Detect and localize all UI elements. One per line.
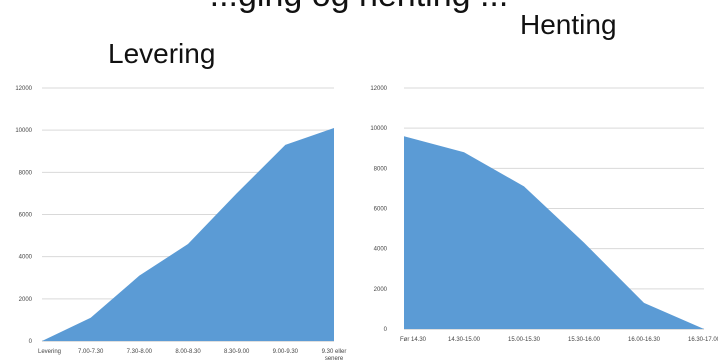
x-tick-label: 8.00-8.30 [175, 349, 201, 355]
y-tick-label: 6000 [19, 213, 33, 219]
area-series-0 [42, 128, 334, 341]
y-tick-label: 0 [29, 339, 33, 345]
chart-title-levering: Levering [108, 38, 216, 69]
y-tick-label: 2000 [374, 287, 388, 293]
y-tick-label: 12000 [15, 86, 32, 92]
x-tick-label: senere [325, 356, 344, 362]
x-tick-label: 9.00-9.30 [273, 349, 299, 355]
x-tick-label: 7.00-7.30 [78, 349, 104, 355]
x-tick-label: 8.30-9.00 [224, 349, 250, 355]
y-tick-label: 10000 [370, 126, 387, 132]
x-tick-label: 15.00-15.30 [508, 337, 541, 343]
x-tick-label: 16.00-16.30 [628, 337, 661, 343]
x-tick-label: 15.30-16.00 [568, 337, 601, 343]
y-tick-label: 2000 [19, 297, 33, 303]
y-tick-label: 12000 [370, 86, 387, 92]
y-tick-label: 6000 [374, 207, 388, 213]
y-tick-label: 4000 [374, 247, 388, 253]
x-tick-label: Før 14.30 [400, 337, 427, 343]
x-tick-label: 14.30-15.00 [448, 337, 481, 343]
y-tick-label: 8000 [374, 166, 388, 172]
chart-title-henting: Henting [520, 9, 617, 40]
y-tick-label: 10000 [15, 128, 32, 134]
area-series-1 [404, 136, 704, 329]
y-tick-label: 4000 [19, 255, 33, 261]
x-tick-label: 7.30-8.00 [127, 349, 153, 355]
x-tick-label: Levering [38, 349, 61, 355]
y-tick-label: 8000 [19, 170, 33, 176]
x-tick-label: 16.30-17.00 [688, 337, 718, 343]
x-tick-label: 9.30 eller [322, 349, 347, 355]
slide-title-fragment: ...ging og henting ... [0, 0, 718, 15]
y-tick-label: 0 [384, 327, 388, 333]
